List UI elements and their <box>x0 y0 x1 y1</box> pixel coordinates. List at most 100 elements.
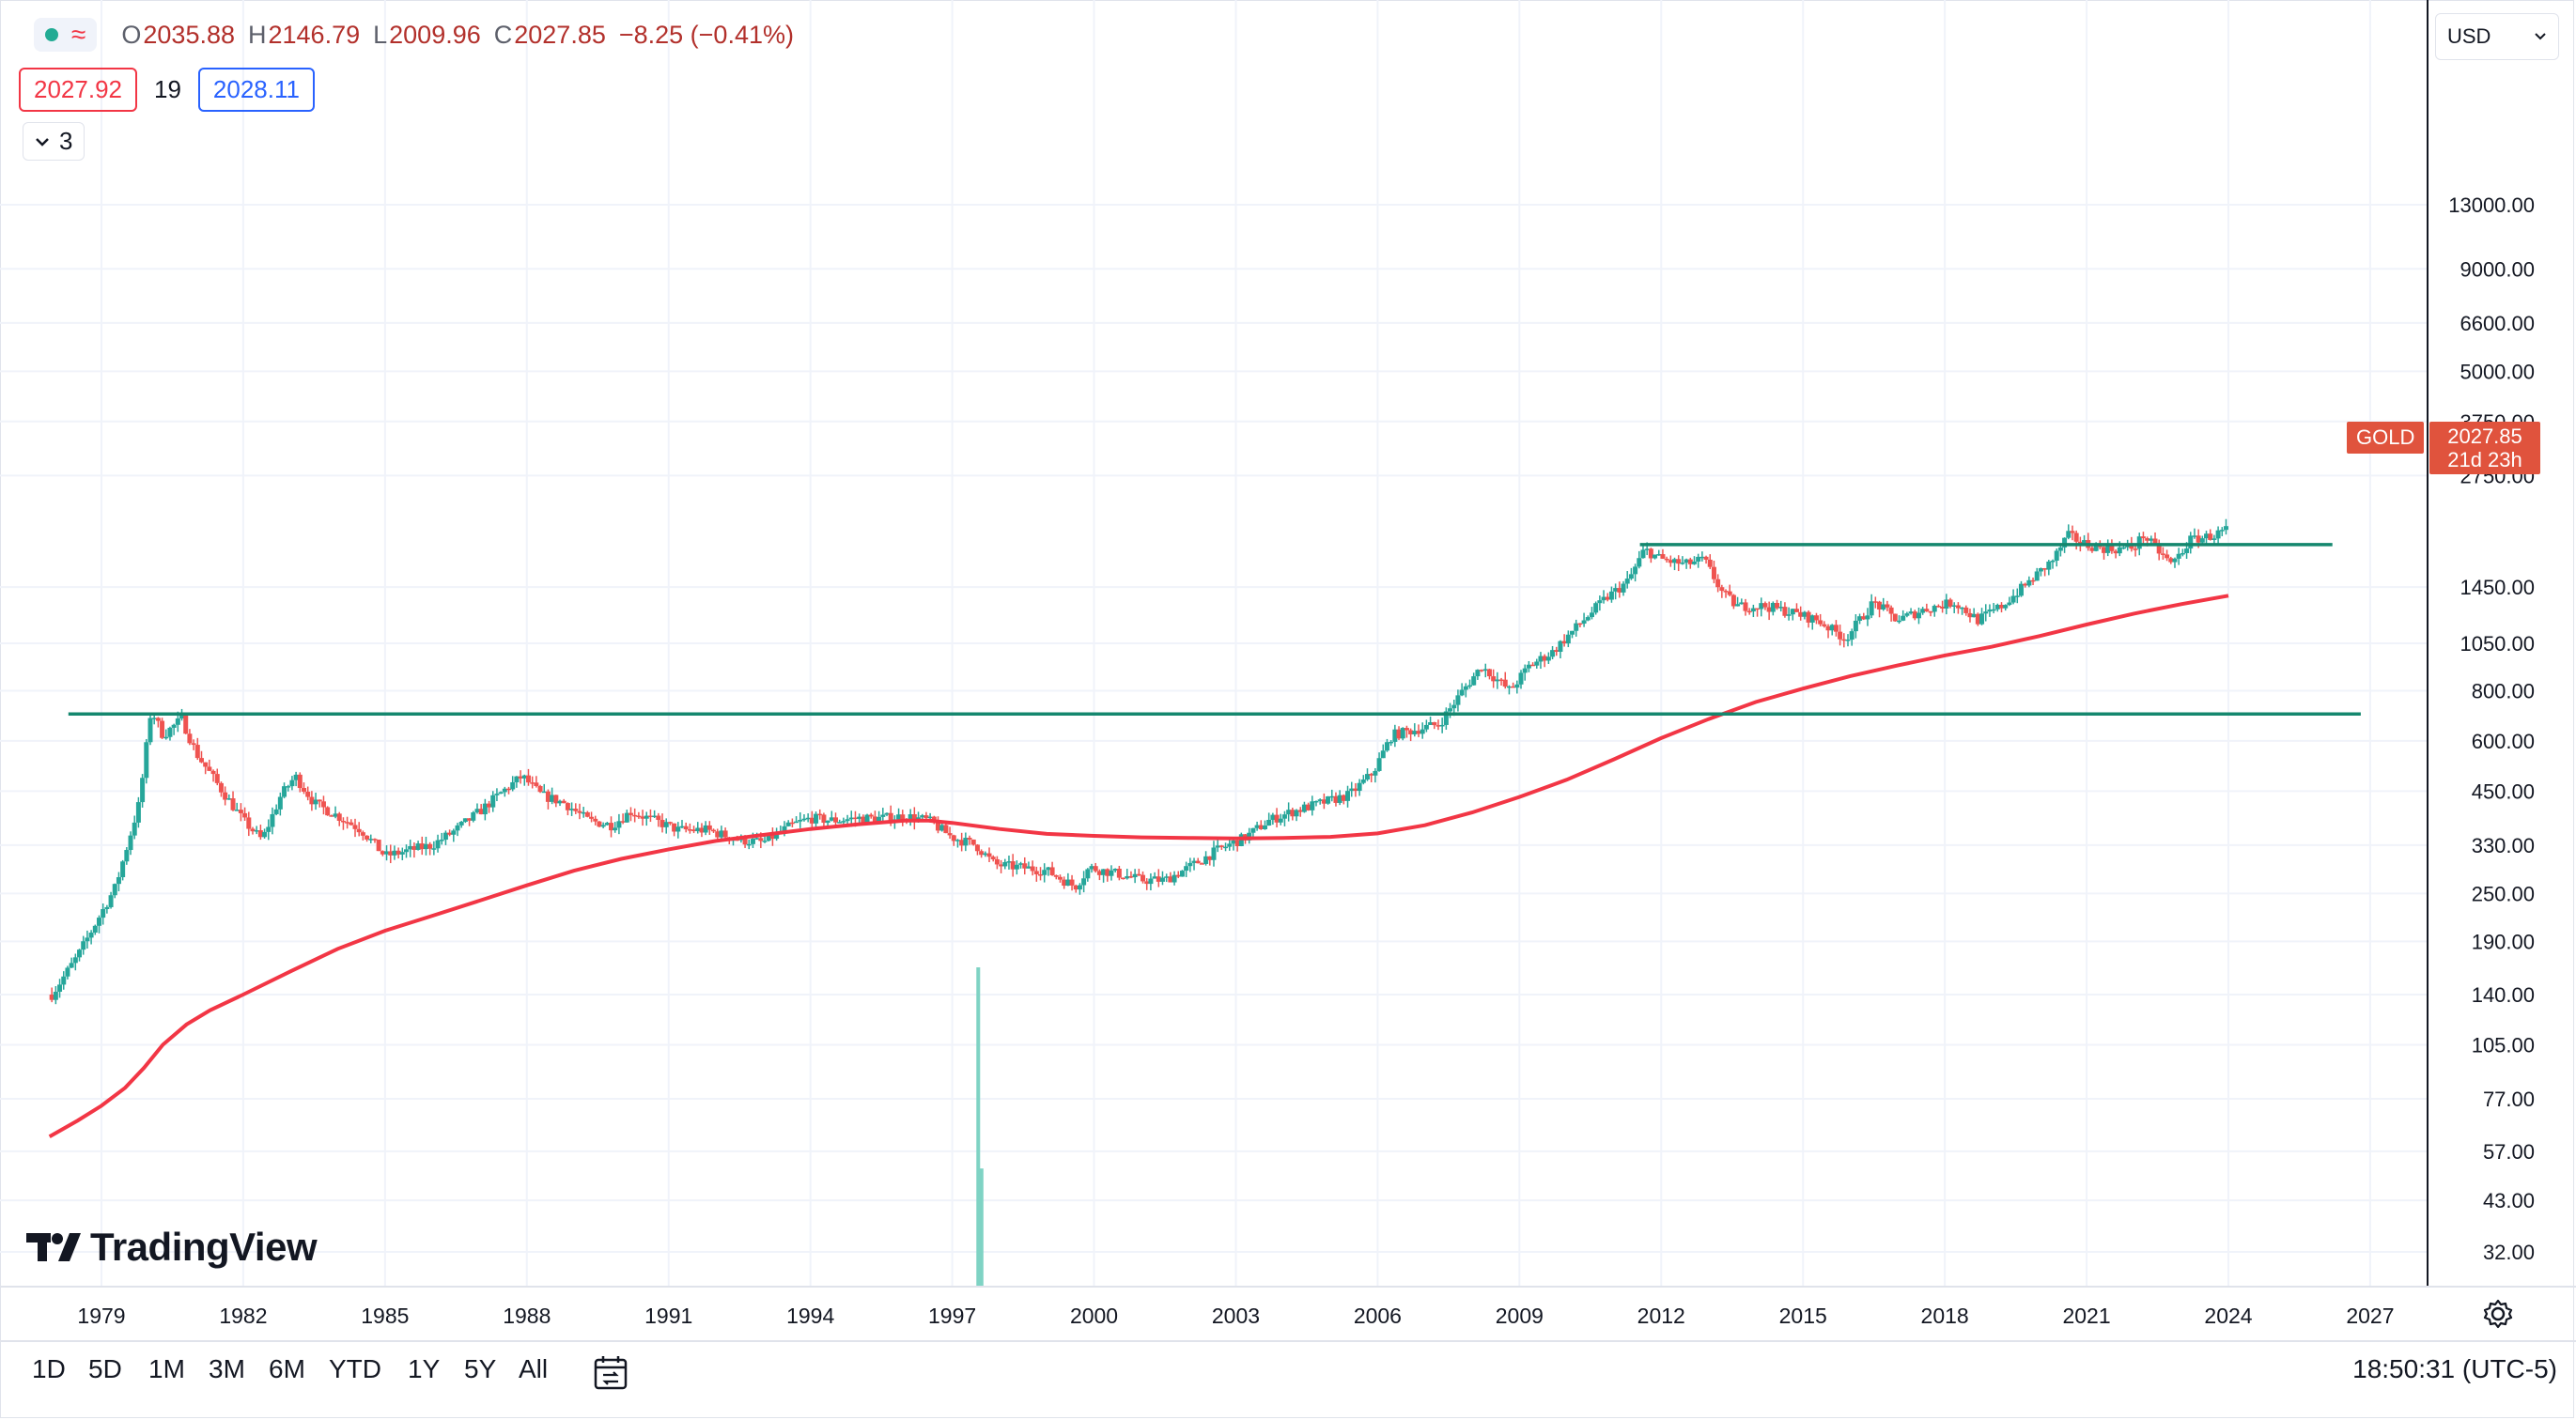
time-axis-labels[interactable]: 1979 1982 1985 1988 1991 1994 1997 2000 2003 2006… <box>77 1304 2394 1328</box>
candle-body <box>2165 554 2170 559</box>
range-button-all[interactable]: All <box>519 1354 549 1383</box>
candle-body <box>746 843 752 846</box>
candle-body <box>218 782 224 793</box>
candle-body <box>1069 879 1075 886</box>
candle-body <box>1148 878 1154 885</box>
candle-body <box>1565 634 1571 644</box>
candle-body <box>1628 574 1634 579</box>
candle-body <box>1010 861 1016 870</box>
candle-body <box>1313 800 1319 803</box>
candle-body <box>1250 827 1256 833</box>
candle-body <box>1928 610 1933 613</box>
candle-body <box>187 733 193 744</box>
candle-body <box>132 822 137 836</box>
candle-body <box>1353 788 1358 792</box>
candle-body <box>1762 603 1768 608</box>
candle-body <box>467 818 473 821</box>
tradingview-logo[interactable]: TradingView <box>26 1225 318 1270</box>
price-axis-labels[interactable]: 13000.009000.006600.005000.003750.002750… <box>2448 193 2535 1264</box>
candle-body <box>2003 605 2009 609</box>
candle-body <box>1187 862 1193 867</box>
candle-body <box>609 823 614 831</box>
candle-body <box>254 830 259 832</box>
indicators-toggle-button[interactable]: 3 <box>23 122 85 161</box>
candle-body <box>451 830 457 835</box>
range-button-1d[interactable]: 1D <box>32 1354 66 1383</box>
candle-body <box>2160 553 2165 555</box>
candle-body <box>2120 547 2126 549</box>
candle-body <box>1077 885 1082 890</box>
candle-body <box>1380 750 1386 759</box>
candle-body <box>742 836 748 845</box>
candle-body <box>1203 856 1209 864</box>
candle-body <box>104 906 110 909</box>
candle-body <box>530 782 535 784</box>
candle-body <box>1940 606 1946 609</box>
range-button-3m[interactable]: 3M <box>209 1354 245 1383</box>
candle-body <box>226 798 232 800</box>
time-tick-label: 2009 <box>1496 1304 1544 1328</box>
candle-body <box>1376 758 1382 771</box>
range-button-1y[interactable]: 1Y <box>408 1354 441 1383</box>
price-tick-label: 250.00 <box>2472 882 2535 905</box>
candle-body <box>1006 861 1012 863</box>
candle-body <box>719 830 724 838</box>
candle-body <box>687 829 692 831</box>
ask-button[interactable]: 2028.11 <box>197 68 315 112</box>
bid-button[interactable]: 2027.92 <box>19 68 137 112</box>
goto-date-button[interactable] <box>592 1354 629 1397</box>
candle-body <box>1191 860 1197 863</box>
candle-body <box>1038 873 1044 876</box>
axes <box>0 0 2576 1342</box>
candle-body <box>1802 611 1808 617</box>
candle-body <box>1613 588 1619 592</box>
candle-body <box>2145 538 2150 541</box>
range-button-5d[interactable]: 5D <box>88 1354 122 1383</box>
settings-button[interactable] <box>2482 1298 2514 1335</box>
candle-body <box>2066 531 2072 538</box>
candle-body <box>305 791 311 797</box>
candle-body <box>1885 604 1890 608</box>
candle-body <box>61 976 67 985</box>
candle-body <box>1096 871 1102 875</box>
candle-body <box>1593 603 1599 613</box>
candle-body <box>65 967 70 977</box>
candle-body <box>388 851 394 856</box>
currency-select[interactable]: USD <box>2435 13 2559 60</box>
candle-body <box>1482 669 1488 671</box>
candle-body <box>1770 603 1776 612</box>
candle-body <box>140 778 146 803</box>
candle-body <box>1735 604 1741 607</box>
candle-body <box>439 840 444 841</box>
candle-body <box>1790 609 1795 615</box>
candle-body <box>920 815 925 818</box>
range-button-5y[interactable]: 5Y <box>464 1354 497 1383</box>
candle-body <box>203 762 209 767</box>
candle-body <box>647 815 653 818</box>
candle-body <box>427 843 433 849</box>
range-button-6m[interactable]: 6M <box>269 1354 305 1383</box>
candle-body <box>1479 670 1484 671</box>
range-button-ytd[interactable]: YTD <box>329 1354 381 1383</box>
candle-body <box>2007 602 2012 606</box>
candle-body <box>1782 607 1788 616</box>
candle-body <box>1967 612 1973 618</box>
candle-body <box>415 843 421 850</box>
candle-body <box>2192 535 2197 537</box>
candle-body <box>613 827 618 831</box>
candle-body <box>1073 885 1079 890</box>
candle-body <box>1916 612 1921 619</box>
close-value: 2027.85 <box>514 20 606 49</box>
clock-readout[interactable]: 18:50:31 (UTC-5) <box>2352 1354 2557 1383</box>
candle-body <box>1262 826 1267 829</box>
range-button-1m[interactable]: 1M <box>148 1354 185 1383</box>
symbol-status-pill[interactable]: ≈ <box>34 18 98 52</box>
candle-body <box>1125 875 1130 879</box>
candle-body <box>2054 550 2059 561</box>
open-key: O <box>121 20 142 49</box>
candle-body <box>841 821 846 823</box>
candle-body <box>620 821 626 823</box>
candle-body <box>1920 609 1926 613</box>
candle-body <box>1030 866 1035 872</box>
